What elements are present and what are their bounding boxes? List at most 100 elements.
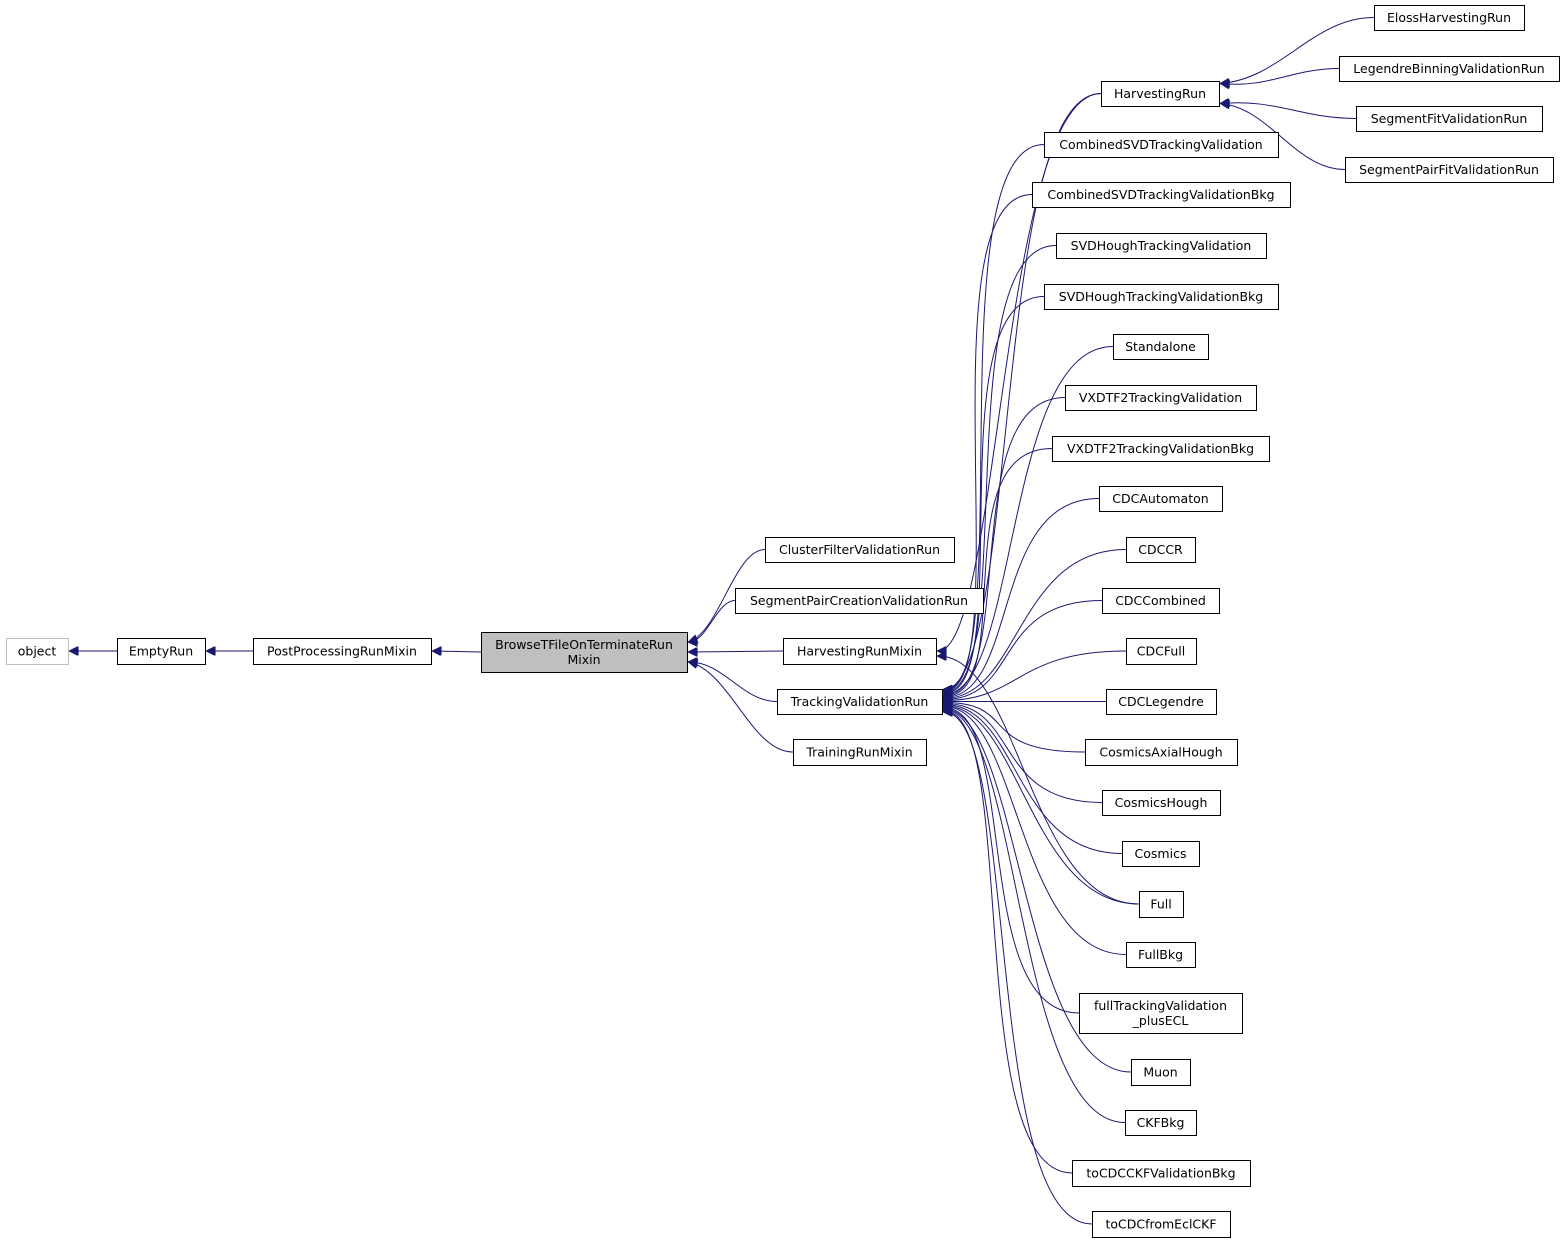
node-label: LegendreBinningValidationRun <box>1353 61 1544 76</box>
edge-CDCAutomaton-to-TrackingValidationRun <box>944 498 1100 698</box>
node-box <box>735 588 984 614</box>
node-label: _plusECL <box>1132 1013 1189 1028</box>
edge-TrackingValidationRun-to-BrowseTFileOnTerminateRunMixin <box>689 662 778 702</box>
node-CosmicsHough[interactable]: CosmicsHough <box>1102 790 1221 816</box>
node-box <box>1126 537 1196 563</box>
node-box <box>783 638 937 665</box>
edge-LegendreBinningValidationRun-to-HarvestingRun <box>1221 68 1340 85</box>
node-Standalone[interactable]: Standalone <box>1113 334 1209 360</box>
node-label: VXDTF2TrackingValidationBkg <box>1067 441 1254 456</box>
edge-Muon-to-TrackingValidationRun <box>944 709 1132 1073</box>
node-toCDCfromEclCKF[interactable]: toCDCfromEclCKF <box>1092 1211 1231 1238</box>
node-label: SegmentFitValidationRun <box>1371 111 1528 126</box>
edge-BrowseTFileOnTerminateRunMixin-to-PostProcessingRunMixin <box>433 651 482 652</box>
node-label: VXDTF2TrackingValidation <box>1079 390 1242 405</box>
edge-HarvestingRunMixin-to-BrowseTFileOnTerminateRunMixin <box>689 651 784 652</box>
node-box <box>1139 891 1184 918</box>
node-box <box>1101 81 1220 107</box>
node-box <box>1099 486 1223 512</box>
node-label: SVDHoughTrackingValidation <box>1071 238 1252 253</box>
node-box <box>1122 841 1200 867</box>
node-label: CombinedSVDTrackingValidationBkg <box>1047 187 1274 202</box>
node-object[interactable]: object <box>6 638 69 665</box>
node-label: toCDCCKFValidationBkg <box>1086 1166 1235 1181</box>
node-box <box>1092 1211 1231 1238</box>
node-box <box>1072 1160 1251 1187</box>
node-label: CosmicsHough <box>1115 795 1208 810</box>
node-SegmentPairFitValidationRun[interactable]: SegmentPairFitValidationRun <box>1345 157 1554 183</box>
node-CombinedSVDTrackingValidation[interactable]: CombinedSVDTrackingValidation <box>1044 132 1279 158</box>
node-box <box>1102 790 1221 816</box>
node-box <box>1345 157 1554 183</box>
node-SegmentFitValidationRun[interactable]: SegmentFitValidationRun <box>1356 106 1543 132</box>
node-TrainingRunMixin[interactable]: TrainingRunMixin <box>793 739 927 766</box>
node-box <box>793 739 927 766</box>
node-Cosmics[interactable]: Cosmics <box>1122 841 1200 867</box>
node-label: CDCLegendre <box>1118 694 1204 709</box>
node-label: toCDCfromEclCKF <box>1105 1217 1216 1232</box>
node-Muon[interactable]: Muon <box>1131 1059 1191 1086</box>
node-CDCCR[interactable]: CDCCR <box>1126 537 1196 563</box>
node-SegmentPairCreationValidationRun[interactable]: SegmentPairCreationValidationRun <box>735 588 984 614</box>
node-CosmicsAxialHough[interactable]: CosmicsAxialHough <box>1085 739 1238 766</box>
node-box <box>1032 182 1291 208</box>
node-label: fullTrackingValidation <box>1094 998 1227 1013</box>
node-label: CDCCombined <box>1115 593 1206 608</box>
node-label: Standalone <box>1125 339 1196 354</box>
edge-Full-to-HarvestingRunMixin <box>938 656 1140 905</box>
node-LegendreBinningValidationRun[interactable]: LegendreBinningValidationRun <box>1339 56 1560 82</box>
edge-CosmicsAxialHough-to-TrackingValidationRun <box>944 703 1086 753</box>
node-box <box>1079 993 1243 1034</box>
node-SVDHoughTrackingValidation[interactable]: SVDHoughTrackingValidation <box>1056 233 1267 259</box>
node-CKFBkg[interactable]: CKFBkg <box>1125 1110 1197 1136</box>
node-HarvestingRun[interactable]: HarvestingRun <box>1101 81 1220 107</box>
node-box <box>1065 385 1257 411</box>
node-FullBkg[interactable]: FullBkg <box>1126 942 1196 968</box>
edge-ClusterFilterValidationRun-to-BrowseTFileOnTerminateRunMixin <box>689 549 766 643</box>
node-HarvestingRunMixin[interactable]: HarvestingRunMixin <box>783 638 937 665</box>
node-label: Full <box>1150 897 1171 912</box>
edge-CombinedSVDTrackingValidationBkg-to-TrackingValidationRun <box>944 194 1033 692</box>
edge-VXDTF2TrackingValidationBkg-to-TrackingValidationRun <box>944 448 1053 697</box>
node-label: SegmentPairFitValidationRun <box>1359 162 1539 177</box>
node-box <box>1339 56 1560 82</box>
node-Full[interactable]: Full <box>1139 891 1184 918</box>
node-CDCCombined[interactable]: CDCCombined <box>1102 588 1220 614</box>
node-VXDTF2TrackingValidation[interactable]: VXDTF2TrackingValidation <box>1065 385 1257 411</box>
node-label: object <box>18 644 57 659</box>
node-box <box>6 638 69 665</box>
node-EmptyRun[interactable]: EmptyRun <box>117 638 206 665</box>
edge-CDCCR-to-TrackingValidationRun <box>944 549 1127 699</box>
node-toCDCCKFValidationBkg[interactable]: toCDCCKFValidationBkg <box>1072 1160 1251 1187</box>
edge-ElossHarvestingRun-to-HarvestingRun <box>1221 17 1375 84</box>
node-box <box>1056 233 1267 259</box>
edge-CDCFull-to-TrackingValidationRun <box>944 650 1127 700</box>
node-CombinedSVDTrackingValidationBkg[interactable]: CombinedSVDTrackingValidationBkg <box>1032 182 1291 208</box>
edge-TrainingRunMixin-to-BrowseTFileOnTerminateRunMixin <box>689 662 794 753</box>
node-box <box>1356 106 1543 132</box>
edge-SegmentPairFitValidationRun-to-HarvestingRun <box>1221 104 1346 170</box>
node-label: CDCFull <box>1137 644 1185 659</box>
edge-SVDHoughTrackingValidationBkg-to-TrackingValidationRun <box>944 296 1045 694</box>
node-box <box>1374 5 1525 31</box>
node-label: Muon <box>1143 1065 1177 1080</box>
node-box <box>117 638 206 665</box>
node-PostProcessingRunMixin[interactable]: PostProcessingRunMixin <box>253 638 432 665</box>
node-CDCLegendre[interactable]: CDCLegendre <box>1106 689 1217 715</box>
node-box <box>1044 132 1279 158</box>
node-SVDHoughTrackingValidationBkg[interactable]: SVDHoughTrackingValidationBkg <box>1044 284 1279 310</box>
node-CDCAutomaton[interactable]: CDCAutomaton <box>1099 486 1223 512</box>
node-label: ClusterFilterValidationRun <box>779 542 940 557</box>
node-fullTrackingValidation_plusECL[interactable]: fullTrackingValidation_plusECL <box>1079 993 1243 1034</box>
node-VXDTF2TrackingValidationBkg[interactable]: VXDTF2TrackingValidationBkg <box>1052 436 1270 462</box>
edge-SVDHoughTrackingValidation-to-TrackingValidationRun <box>944 245 1057 693</box>
node-label: CDCCR <box>1138 542 1183 557</box>
node-TrackingValidationRun[interactable]: TrackingValidationRun <box>777 689 943 715</box>
node-CDCFull[interactable]: CDCFull <box>1126 638 1197 665</box>
node-ClusterFilterValidationRun[interactable]: ClusterFilterValidationRun <box>765 537 955 563</box>
node-label: PostProcessingRunMixin <box>267 644 417 659</box>
node-ElossHarvestingRun[interactable]: ElossHarvestingRun <box>1374 5 1525 31</box>
node-box <box>1113 334 1209 360</box>
